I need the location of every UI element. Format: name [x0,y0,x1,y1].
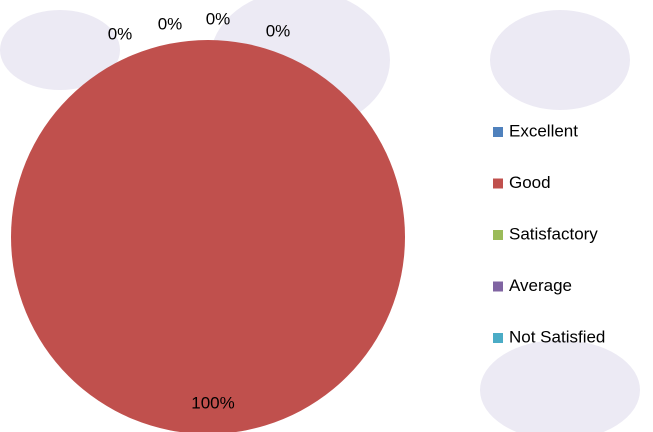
legend-swatch [493,333,503,343]
data-label: 0% [158,14,183,33]
pie: 0% 100% 0% 0% 0% [11,9,405,432]
legend-label: Not Satisfied [509,327,605,346]
legend-label: Average [509,276,572,295]
data-label: 0% [206,9,231,28]
legend-swatch [493,127,503,137]
legend-swatch [493,178,503,189]
data-label: 0% [266,21,291,40]
data-label: 100% [191,393,234,412]
legend-swatch [493,281,503,292]
legend: Excellent Good Satisfactory Average Not Sati… [493,121,605,346]
legend-label: Excellent [509,121,578,140]
legend-label: Satisfactory [509,224,598,243]
pie-slice [11,40,405,432]
data-label: 0% [108,24,133,43]
legend-label: Good [509,173,551,192]
legend-swatch [493,230,503,240]
